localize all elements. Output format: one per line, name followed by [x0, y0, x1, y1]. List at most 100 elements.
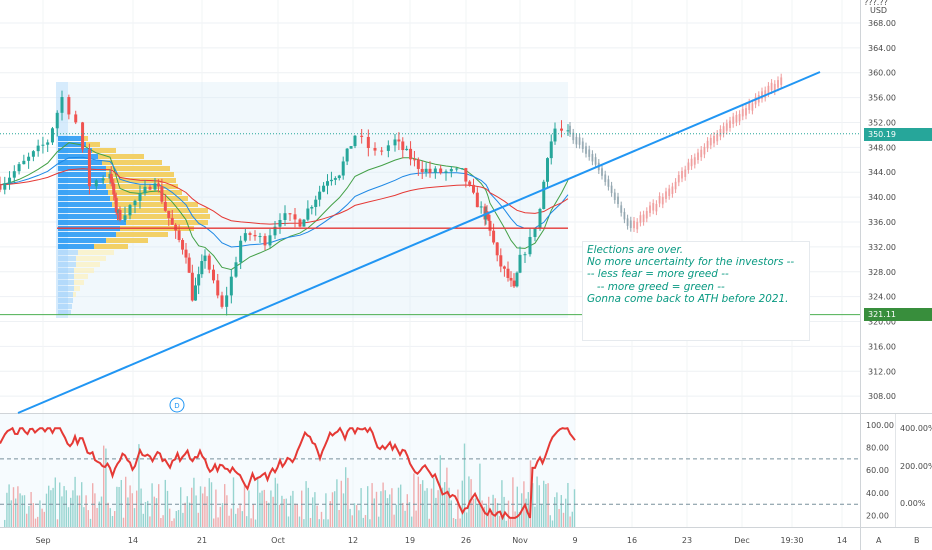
volume-bar: [270, 490, 272, 527]
projected-candle: [572, 132, 575, 141]
volume-bar: [452, 517, 455, 527]
marked-level-tag: 321.11: [864, 308, 932, 321]
volume-bar: [556, 492, 558, 527]
volume-bar: [241, 511, 243, 527]
volume-bar: [259, 492, 261, 527]
volume-bar: [63, 486, 65, 527]
volume-bar: [193, 477, 195, 527]
projected-candle: [700, 149, 703, 158]
volume-bar: [463, 443, 466, 527]
volume-tick-label: 200.00%: [900, 462, 932, 471]
volume-bar: [184, 502, 186, 527]
projected-candle: [713, 135, 715, 144]
volume-bar: [72, 490, 74, 527]
volume-bar: [417, 476, 419, 527]
candle: [283, 213, 287, 221]
volume-bar: [199, 486, 202, 527]
volume-bar: [347, 477, 349, 527]
candle: [27, 156, 31, 161]
candle: [479, 206, 483, 208]
volume-bar: [351, 515, 353, 527]
projected-candle: [578, 137, 581, 145]
volume-bar: [10, 500, 12, 527]
candle: [509, 277, 513, 281]
volume-bar: [483, 506, 485, 527]
candle: [518, 254, 522, 273]
price-tick-label: 332.00: [868, 243, 896, 252]
candle: [412, 159, 416, 161]
moving-averages: [0, 142, 569, 271]
price-tick-label: 348.00: [868, 143, 896, 152]
volume-bar: [173, 518, 175, 527]
time-tick-label: 12: [348, 536, 358, 545]
candle: [386, 145, 390, 151]
projected-candle: [719, 128, 722, 137]
price-tick-label: ???.??: [864, 0, 888, 7]
oscillator-tick-label: 80.00: [866, 443, 889, 452]
candle: [118, 209, 122, 220]
volume-bar: [235, 513, 237, 527]
volume-profile-bar: [106, 238, 148, 243]
projected-candle: [745, 108, 747, 116]
candle: [200, 261, 204, 275]
volume-bar: [342, 493, 345, 527]
volume-bar: [230, 508, 232, 527]
candle: [239, 240, 243, 263]
volume-profile-bar: [58, 286, 74, 291]
volume-bar: [457, 489, 459, 527]
annotation-box[interactable]: Elections are over. No more uncertainty f…: [582, 241, 810, 341]
oscillator-tick-label: 20.00: [866, 512, 889, 521]
volume-bar: [334, 491, 336, 527]
volume-bar: [169, 508, 171, 527]
volume-profile-bar: [58, 196, 110, 201]
candle: [160, 186, 164, 202]
volume-bar: [100, 496, 103, 527]
volume-bar: [477, 504, 479, 527]
volume-bar: [94, 493, 96, 527]
volume-bar: [369, 519, 371, 527]
candle: [549, 141, 553, 159]
candle: [380, 150, 384, 152]
volume-profile-bar: [58, 274, 74, 279]
projected-candle: [639, 215, 642, 223]
projected-candle: [703, 146, 706, 155]
candle: [341, 161, 345, 176]
projected-candle: [588, 149, 591, 157]
time-tick-label: 9: [572, 536, 577, 545]
volume-profile-bar: [126, 220, 208, 225]
candle: [345, 148, 349, 162]
dividend-marker[interactable]: D: [169, 397, 185, 413]
candle: [542, 181, 546, 209]
volume-bar: [560, 495, 562, 527]
candle: [278, 220, 282, 227]
volume-bar: [384, 490, 386, 527]
volume-bar: [263, 489, 265, 527]
volume-bar: [499, 516, 501, 527]
volume-bar: [448, 487, 450, 527]
projected-candle: [601, 168, 603, 176]
candle: [184, 249, 188, 258]
volume-bar: [294, 503, 296, 527]
volume-bar: [518, 511, 521, 527]
candle: [229, 276, 233, 296]
volume-bar: [111, 515, 114, 527]
volume-bar: [65, 490, 67, 527]
volume-bar: [237, 508, 239, 527]
candle: [488, 220, 492, 231]
candle: [263, 236, 267, 246]
volume-profile-bar: [106, 172, 174, 177]
candle: [101, 178, 105, 181]
volume-bar: [371, 483, 373, 527]
candle: [468, 181, 472, 185]
volume-bar: [175, 511, 177, 527]
volume-tick-label: 0.00%: [900, 499, 926, 508]
projected-candle: [773, 83, 776, 92]
candle: [212, 269, 215, 281]
volume-profile-bar: [58, 220, 126, 225]
volume-bar: [202, 493, 204, 527]
volume-bar: [496, 502, 499, 527]
volume-profile-bar: [112, 202, 198, 207]
projection-path: [569, 73, 783, 234]
candle: [203, 255, 207, 262]
